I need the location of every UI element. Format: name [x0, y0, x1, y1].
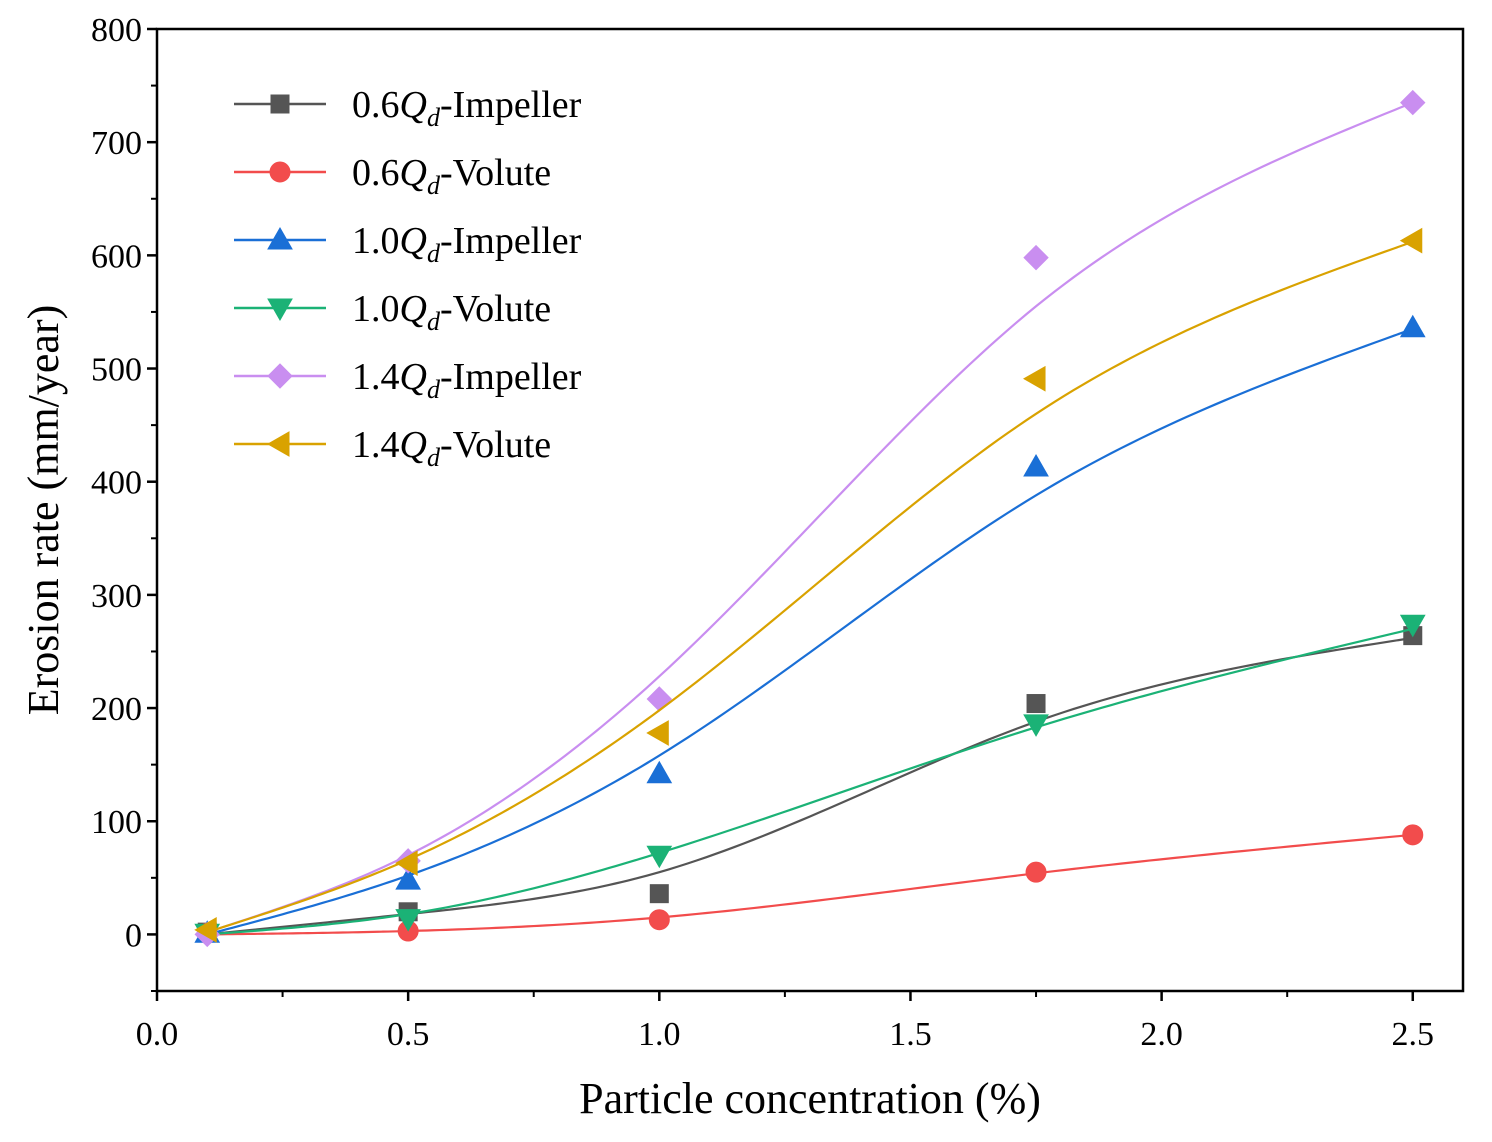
series-line [206, 101, 1414, 934]
series-line [207, 636, 1413, 936]
y-tick-label: 600 [91, 238, 142, 275]
legend-marker [266, 431, 290, 457]
data-point [1399, 614, 1426, 638]
x-tick-label: 1.5 [889, 1016, 932, 1053]
legend-label: 1.0Qd-Volute [352, 288, 551, 336]
y-tick-label: 500 [91, 352, 142, 389]
data-point [194, 917, 217, 943]
x-tick-label: 0.5 [387, 1016, 430, 1053]
data-point [1025, 861, 1047, 883]
data-point [1023, 453, 1049, 477]
data-point [395, 867, 422, 890]
y-axis-title: Erosion rate (mm/year) [19, 305, 68, 716]
series-1.4Qd-Volute [194, 227, 1423, 943]
legend-item: 1.0Qd-Volute [234, 288, 551, 336]
series-1.0Qd-Volute [194, 614, 1426, 947]
data-point [1023, 244, 1049, 271]
series-0.6Qd-Volute [196, 824, 1424, 944]
x-tick-label: 2.5 [1392, 1016, 1435, 1053]
data-point [1399, 314, 1426, 338]
series-1.4Qd-Impeller [194, 89, 1426, 948]
data-point [646, 720, 669, 746]
data-point [646, 845, 673, 869]
legend-label: 1.0Qd-Impeller [352, 220, 582, 268]
plot-series [194, 89, 1426, 948]
series-line [206, 327, 1414, 936]
data-point [649, 884, 669, 904]
x-tick-label: 0.0 [136, 1016, 179, 1053]
x-tick-label: 2.0 [1140, 1016, 1183, 1053]
tick-labels: 0.0 0.5 1.0 1.5 2.0 2.5 0 100 200 300 400 500 600 700… [91, 12, 1434, 1053]
data-point [648, 909, 670, 931]
legend-label: 1.4Qd-Volute [352, 424, 551, 472]
legend-label: 0.6Qd-Impeller [352, 84, 582, 132]
legend-item: 1.0Qd-Impeller [234, 220, 582, 268]
legend-label: 1.4Qd-Impeller [352, 356, 582, 404]
data-point [1023, 714, 1049, 737]
legend-marker [269, 161, 291, 183]
legend-item: 1.4Qd-Volute [234, 424, 551, 472]
legend-item: 0.6Qd-Volute [234, 152, 551, 200]
plot-frame [155, 27, 1465, 993]
y-tick-label: 800 [91, 12, 142, 49]
y-tick-label: 200 [91, 691, 142, 728]
data-point [646, 686, 673, 712]
y-tick-label: 700 [91, 125, 142, 162]
data-point [1400, 89, 1426, 116]
y-tick-label: 400 [91, 465, 142, 502]
legend-marker [267, 363, 293, 389]
x-axis-title: Particle concentration (%) [579, 1074, 1041, 1123]
axis-ticks [147, 27, 1415, 1001]
legend-label: 0.6Qd-Volute [352, 152, 551, 200]
legend-item: 0.6Qd-Impeller [234, 84, 582, 132]
series-1.0Qd-Impeller [194, 314, 1426, 943]
x-tick-label: 1.0 [638, 1016, 681, 1053]
series-line [207, 627, 1414, 936]
data-point [1402, 824, 1424, 846]
series-0.6Qd-Impeller [197, 626, 1423, 942]
data-point [1023, 365, 1046, 392]
y-tick-label: 300 [91, 578, 142, 615]
data-point [646, 760, 673, 784]
data-point [1026, 694, 1046, 714]
y-tick-label: 0 [125, 917, 142, 954]
series-line [206, 240, 1414, 934]
legend-marker [267, 226, 293, 250]
legend-marker [270, 94, 290, 114]
data-point [395, 909, 422, 932]
data-point [395, 850, 418, 876]
legend: 0.6Qd-Impeller 0.6Qd-Volute 1.0Qd-Impeller… [234, 84, 582, 472]
series-line [207, 833, 1413, 936]
data-point [1399, 227, 1423, 254]
y-tick-label: 100 [91, 804, 142, 841]
legend-item: 1.4Qd-Impeller [234, 356, 582, 404]
legend-marker [267, 298, 293, 322]
